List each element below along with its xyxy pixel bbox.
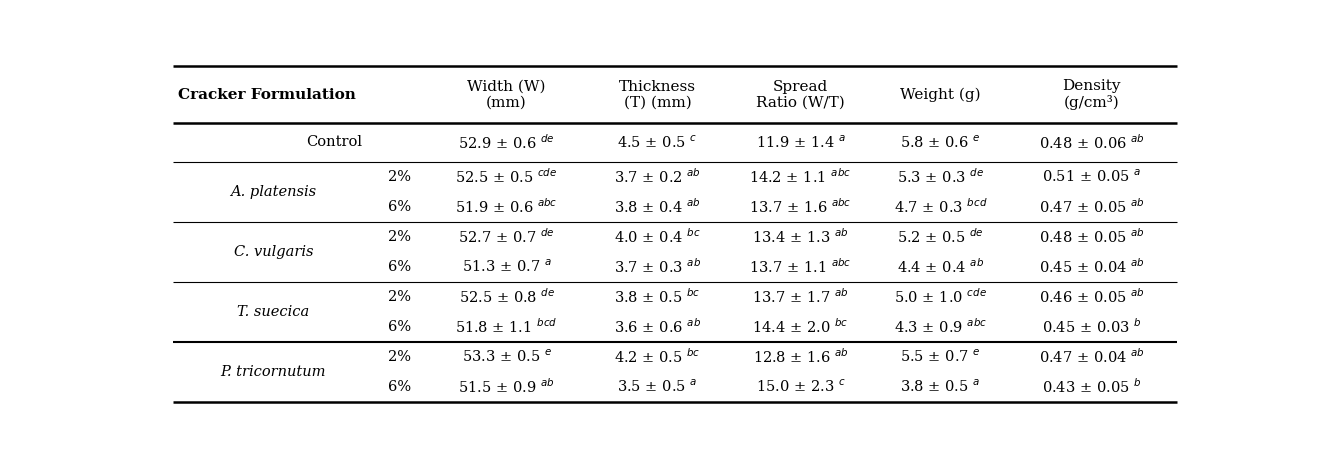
Text: 52.7 ± 0.7 $^{de}$: 52.7 ± 0.7 $^{de}$ (458, 227, 554, 246)
Text: 15.0 ± 2.3 $^{c}$: 15.0 ± 2.3 $^{c}$ (756, 378, 846, 395)
Text: Cracker Formulation: Cracker Formulation (178, 88, 356, 102)
Text: 12.8 ± 1.6 $^{ab}$: 12.8 ± 1.6 $^{ab}$ (752, 347, 848, 366)
Text: Control: Control (307, 136, 362, 150)
Text: 14.2 ± 1.1 $^{abc}$: 14.2 ± 1.1 $^{abc}$ (749, 168, 852, 186)
Text: Thickness
(T) (mm): Thickness (T) (mm) (619, 80, 697, 110)
Text: 6%: 6% (387, 380, 411, 394)
Text: 0.48 ± 0.05 $^{ab}$: 0.48 ± 0.05 $^{ab}$ (1039, 227, 1144, 246)
Text: 11.9 ± 1.4 $^{a}$: 11.9 ± 1.4 $^{a}$ (756, 134, 846, 151)
Text: 51.8 ± 1.1 $^{bcd}$: 51.8 ± 1.1 $^{bcd}$ (456, 317, 557, 336)
Text: 0.51 ± 0.05 $^{a}$: 0.51 ± 0.05 $^{a}$ (1042, 169, 1141, 185)
Text: 0.46 ± 0.05 $^{ab}$: 0.46 ± 0.05 $^{ab}$ (1039, 288, 1144, 306)
Text: 13.7 ± 1.6 $^{abc}$: 13.7 ± 1.6 $^{abc}$ (749, 197, 852, 216)
Text: 52.9 ± 0.6 $^{de}$: 52.9 ± 0.6 $^{de}$ (458, 133, 554, 152)
Text: 51.3 ± 0.7 $^{a}$: 51.3 ± 0.7 $^{a}$ (462, 258, 552, 275)
Text: 2%: 2% (389, 230, 411, 244)
Text: 0.45 ± 0.04 $^{ab}$: 0.45 ± 0.04 $^{ab}$ (1039, 257, 1144, 276)
Text: 5.8 ± 0.6 $^{e}$: 5.8 ± 0.6 $^{e}$ (901, 134, 980, 151)
Text: Weight (g): Weight (g) (900, 88, 981, 102)
Text: 4.4 ± 0.4 $^{ab}$: 4.4 ± 0.4 $^{ab}$ (897, 257, 984, 276)
Text: 6%: 6% (387, 260, 411, 274)
Text: 13.7 ± 1.7 $^{ab}$: 13.7 ± 1.7 $^{ab}$ (752, 288, 848, 306)
Text: 4.0 ± 0.4 $^{bc}$: 4.0 ± 0.4 $^{bc}$ (614, 227, 701, 246)
Text: 0.47 ± 0.05 $^{ab}$: 0.47 ± 0.05 $^{ab}$ (1039, 197, 1144, 216)
Text: 3.5 ± 0.5 $^{a}$: 3.5 ± 0.5 $^{a}$ (618, 378, 698, 395)
Text: 52.5 ± 0.8 $^{de}$: 52.5 ± 0.8 $^{de}$ (458, 288, 554, 306)
Text: 3.8 ± 0.5 $^{a}$: 3.8 ± 0.5 $^{a}$ (901, 378, 980, 395)
Text: 2%: 2% (389, 170, 411, 184)
Text: 52.5 ± 0.5 $^{cde}$: 52.5 ± 0.5 $^{cde}$ (456, 168, 557, 186)
Text: 4.2 ± 0.5 $^{bc}$: 4.2 ± 0.5 $^{bc}$ (614, 347, 701, 366)
Text: Spread
Ratio (W/T): Spread Ratio (W/T) (756, 80, 846, 110)
Text: 51.9 ± 0.6 $^{abc}$: 51.9 ± 0.6 $^{abc}$ (456, 197, 558, 216)
Text: 2%: 2% (389, 350, 411, 364)
Text: Width (W)
(mm): Width (W) (mm) (468, 80, 545, 110)
Text: 4.7 ± 0.3 $^{bcd}$: 4.7 ± 0.3 $^{bcd}$ (893, 197, 988, 216)
Text: 51.5 ± 0.9 $^{ab}$: 51.5 ± 0.9 $^{ab}$ (458, 377, 554, 396)
Text: T. suecica: T. suecica (237, 305, 309, 319)
Text: 3.8 ± 0.4 $^{ab}$: 3.8 ± 0.4 $^{ab}$ (614, 197, 701, 216)
Text: 0.48 ± 0.06 $^{ab}$: 0.48 ± 0.06 $^{ab}$ (1039, 133, 1144, 152)
Text: C. vulgaris: C. vulgaris (233, 245, 313, 259)
Text: 6%: 6% (387, 200, 411, 214)
Text: 2%: 2% (389, 290, 411, 304)
Text: A. platensis: A. platensis (230, 185, 316, 199)
Text: 5.0 ± 1.0 $^{cde}$: 5.0 ± 1.0 $^{cde}$ (894, 288, 986, 306)
Text: 3.6 ± 0.6 $^{ab}$: 3.6 ± 0.6 $^{ab}$ (614, 317, 701, 336)
Text: 3.7 ± 0.3 $^{ab}$: 3.7 ± 0.3 $^{ab}$ (614, 257, 701, 276)
Text: 53.3 ± 0.5 $^{e}$: 53.3 ± 0.5 $^{e}$ (461, 349, 552, 365)
Text: 3.7 ± 0.2 $^{ab}$: 3.7 ± 0.2 $^{ab}$ (614, 168, 701, 186)
Text: 0.45 ± 0.03 $^{b}$: 0.45 ± 0.03 $^{b}$ (1042, 317, 1141, 336)
Text: 5.5 ± 0.7 $^{e}$: 5.5 ± 0.7 $^{e}$ (900, 349, 981, 365)
Text: 4.5 ± 0.5 $^{c}$: 4.5 ± 0.5 $^{c}$ (618, 134, 698, 151)
Text: 3.8 ± 0.5 $^{bc}$: 3.8 ± 0.5 $^{bc}$ (615, 288, 701, 306)
Text: P. tricornutum: P. tricornutum (220, 365, 327, 379)
Text: 0.47 ± 0.04 $^{ab}$: 0.47 ± 0.04 $^{ab}$ (1039, 347, 1144, 366)
Text: 13.4 ± 1.3 $^{ab}$: 13.4 ± 1.3 $^{ab}$ (752, 227, 848, 246)
Text: 0.43 ± 0.05 $^{b}$: 0.43 ± 0.05 $^{b}$ (1042, 377, 1141, 396)
Text: 13.7 ± 1.1 $^{abc}$: 13.7 ± 1.1 $^{abc}$ (749, 257, 852, 276)
Text: 4.3 ± 0.9 $^{abc}$: 4.3 ± 0.9 $^{abc}$ (894, 317, 986, 336)
Text: Density
(g/cm³): Density (g/cm³) (1062, 79, 1121, 111)
Text: 6%: 6% (387, 320, 411, 334)
Text: 5.2 ± 0.5 $^{de}$: 5.2 ± 0.5 $^{de}$ (897, 227, 984, 246)
Text: 5.3 ± 0.3 $^{de}$: 5.3 ± 0.3 $^{de}$ (897, 168, 984, 186)
Text: 14.4 ± 2.0 $^{bc}$: 14.4 ± 2.0 $^{bc}$ (752, 317, 848, 336)
